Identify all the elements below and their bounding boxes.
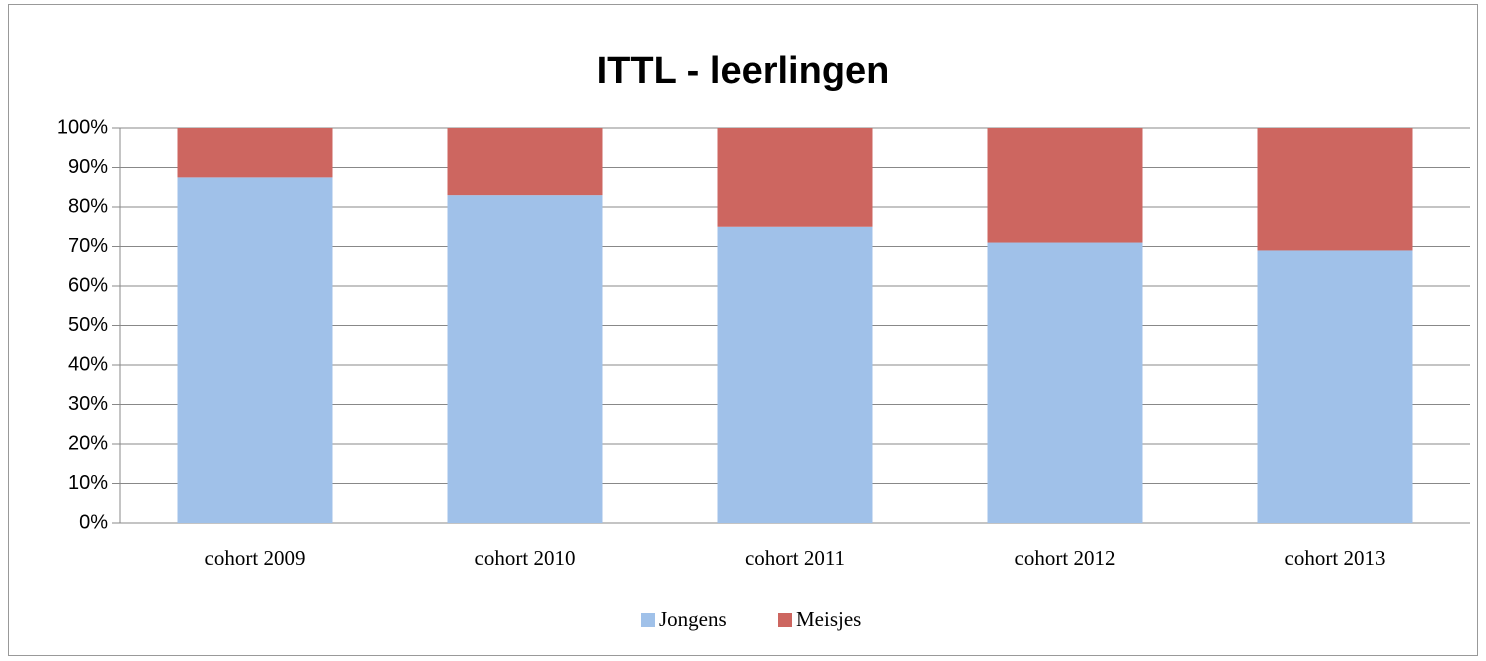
y-tick-label: 60% xyxy=(68,274,108,296)
bar-segment xyxy=(987,128,1143,243)
y-tick-label: 100% xyxy=(57,116,108,138)
bar-segment xyxy=(1257,128,1413,251)
y-tick-label: 80% xyxy=(68,195,108,217)
bar-segment xyxy=(447,128,603,196)
bar-segment xyxy=(177,128,333,178)
bar-segment xyxy=(717,128,873,227)
x-tick-label: cohort 2009 xyxy=(205,546,306,570)
bar-segment xyxy=(447,195,603,523)
y-tick-label: 30% xyxy=(68,393,108,415)
legend-label: Meisjes xyxy=(796,607,861,631)
bar-segment xyxy=(177,177,333,523)
legend-swatch xyxy=(778,613,792,627)
legend-label: Jongens xyxy=(659,607,727,631)
y-tick-label: 10% xyxy=(68,472,108,494)
chart-title: ITTL - leerlingen xyxy=(597,50,890,92)
x-tick-label: cohort 2013 xyxy=(1285,546,1386,570)
y-tick-label: 70% xyxy=(68,235,108,257)
x-tick-label: cohort 2011 xyxy=(745,546,845,570)
legend-swatch xyxy=(641,613,655,627)
y-tick-label: 20% xyxy=(68,432,108,454)
y-tick-label: 0% xyxy=(79,511,108,533)
y-tick-label: 50% xyxy=(68,314,108,336)
bar-segment xyxy=(987,242,1143,524)
x-tick-label: cohort 2010 xyxy=(475,546,576,570)
y-tick-label: 90% xyxy=(68,156,108,178)
bar-segment xyxy=(1257,250,1413,523)
y-tick-label: 40% xyxy=(68,353,108,375)
x-tick-label: cohort 2012 xyxy=(1015,546,1116,570)
bar-segment xyxy=(717,226,873,523)
